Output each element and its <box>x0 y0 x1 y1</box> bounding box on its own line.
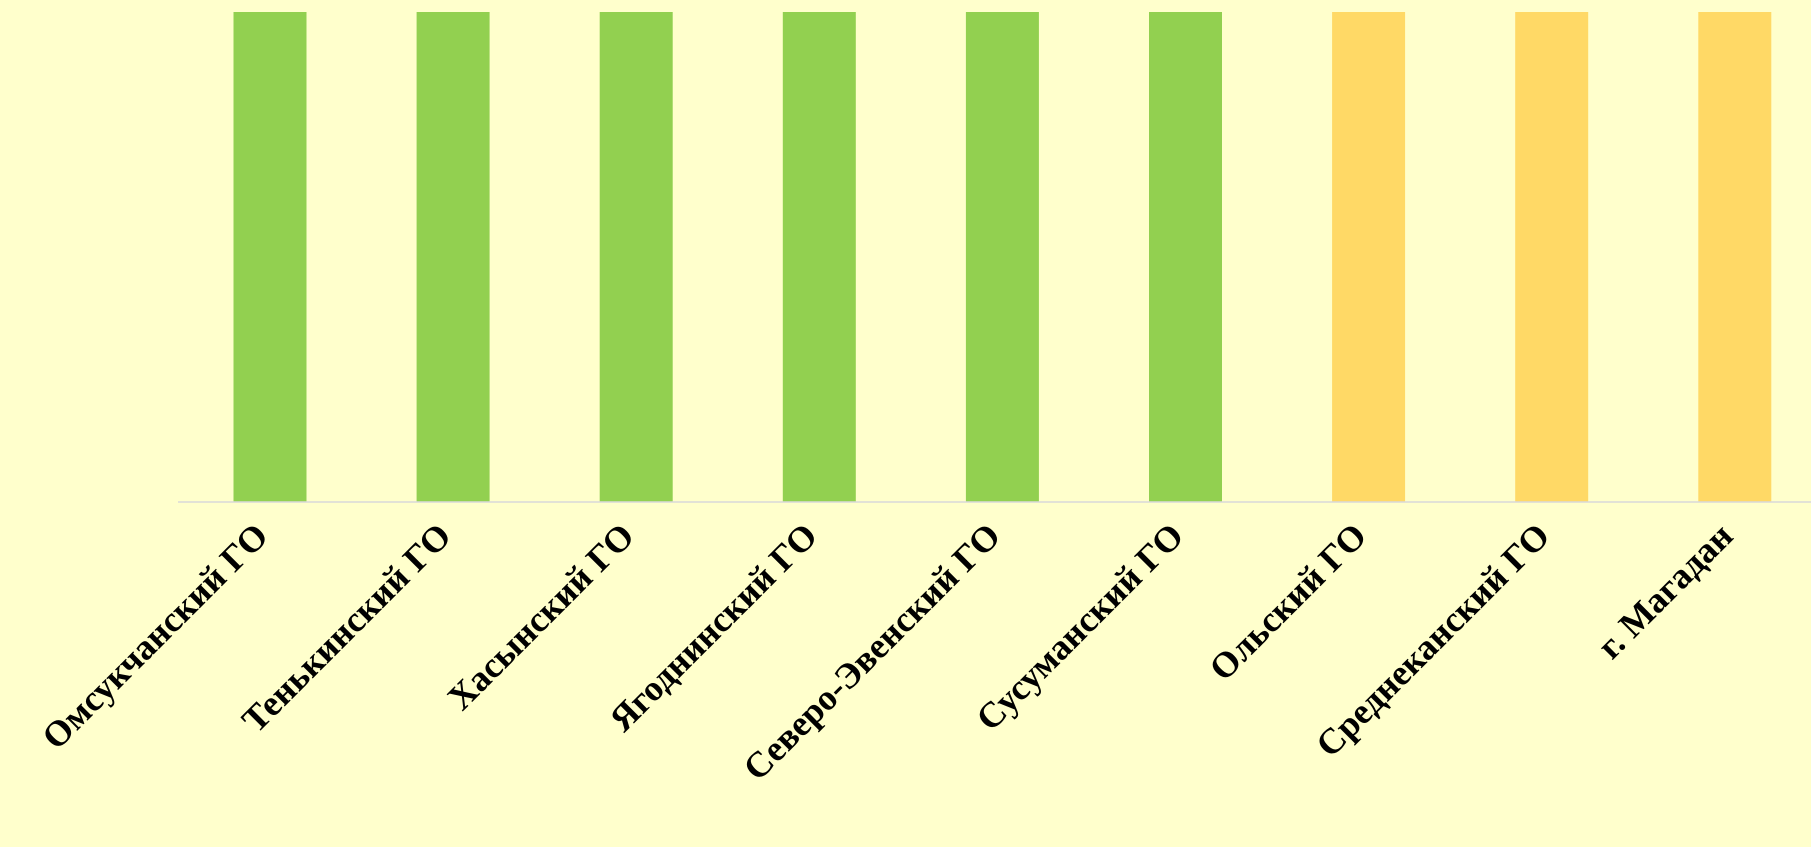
bar <box>782 12 856 502</box>
bar <box>599 12 673 502</box>
bars-group <box>233 12 1772 502</box>
bar <box>965 12 1039 502</box>
bar <box>416 12 490 502</box>
bar <box>1332 12 1406 502</box>
bar <box>233 12 307 502</box>
bar <box>1149 12 1222 502</box>
bar <box>1515 12 1589 502</box>
bar <box>1698 12 1772 502</box>
